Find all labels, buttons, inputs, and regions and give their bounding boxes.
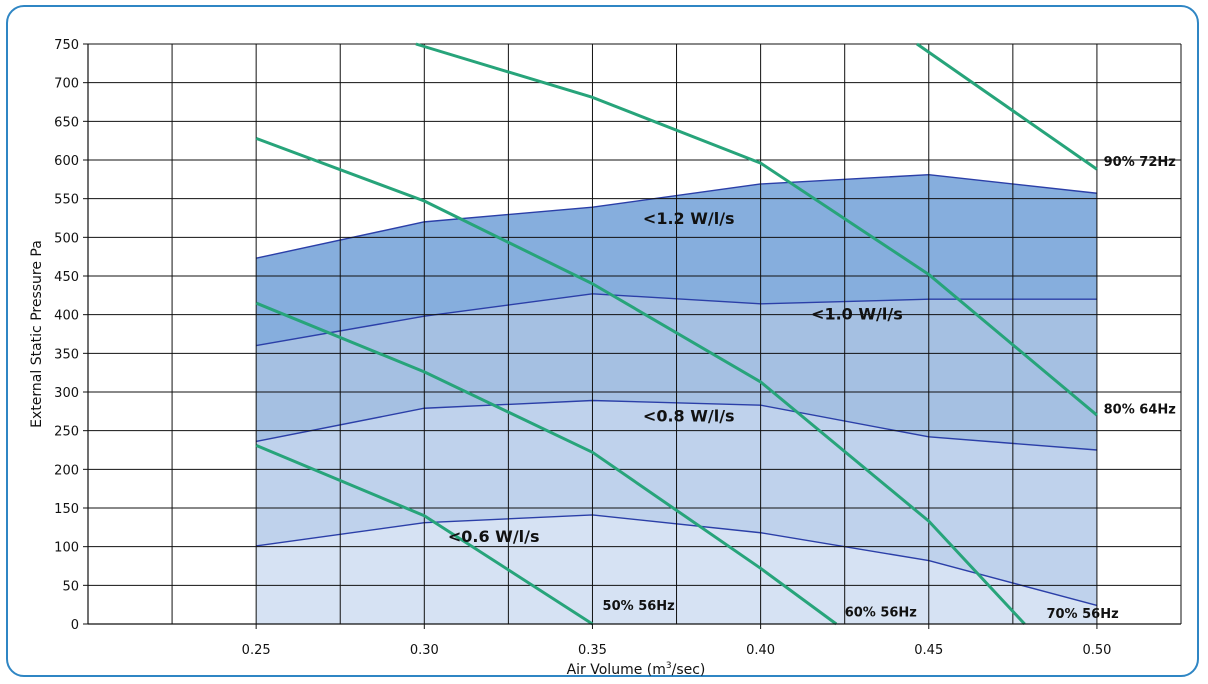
grid-lines: [88, 43, 1182, 625]
y-tick-label-750: 750: [54, 38, 79, 53]
curve-label-60-56hz: 60% 56Hz: [845, 605, 917, 620]
x-axis-title: Air Volume (m3/sec): [567, 661, 706, 678]
y-tick-label-100: 100: [54, 541, 79, 556]
fan-speed-curves: [255, 42, 1098, 626]
x-tick-label-0.50: 0.50: [1082, 643, 1111, 658]
curve-label-90-72hz: 90% 72Hz: [1104, 155, 1176, 170]
y-tick-label-700: 700: [54, 77, 79, 92]
y-tick-label-250: 250: [54, 425, 79, 440]
curve-label-70-56hz: 70% 56Hz: [1046, 607, 1118, 622]
y-tick-label-0: 0: [71, 618, 79, 633]
y-tick-label-200: 200: [54, 463, 79, 478]
y-tick-label-650: 650: [54, 115, 79, 130]
x-tick-label-0.35: 0.35: [578, 643, 607, 658]
fan-curve-70-56hz: [255, 136, 1026, 626]
band-label-lt-0-8-w-l-s: <0.8 W/l/s: [643, 406, 735, 425]
y-tick-label-50: 50: [62, 579, 79, 594]
band-label-lt-0-6-w-l-s: <0.6 W/l/s: [448, 527, 540, 546]
band-label-lt-1-2-w-l-s: <1.2 W/l/s: [643, 209, 735, 228]
curve-label-50-56hz: 50% 56Hz: [603, 599, 675, 614]
fan-curve-60-56hz: [255, 301, 838, 626]
band-label-lt-1-0-w-l-s: <1.0 W/l/s: [811, 304, 903, 323]
fan-curve-90-72hz: [916, 42, 1098, 171]
y-tick-label-400: 400: [54, 309, 79, 324]
x-tick-label-0.45: 0.45: [914, 643, 943, 658]
y-tick-label-150: 150: [54, 502, 79, 517]
y-tick-label-550: 550: [54, 193, 79, 208]
y-axis-title: External Static Pressure Pa: [29, 240, 45, 428]
chart-labels: <1.2 W/l/s <1.0 W/l/s <0.8 W/l/s <0.6 W/l/s…: [448, 155, 1176, 622]
fan-curve-80-64hz: [415, 42, 1098, 417]
curve-label-80-64hz: 80% 64Hz: [1104, 403, 1176, 418]
y-tick-label-350: 350: [54, 347, 79, 362]
fan-curve-50-56hz: [255, 443, 594, 626]
x-tick-label-0.30: 0.30: [410, 643, 439, 658]
y-tick-label-500: 500: [54, 231, 79, 246]
y-tick-label-300: 300: [54, 386, 79, 401]
x-tick-label-0.40: 0.40: [746, 643, 775, 658]
x-tick-label-0.25: 0.25: [242, 643, 271, 658]
y-tick-label-600: 600: [54, 154, 79, 169]
y-tick-label-450: 450: [54, 270, 79, 285]
axes: 0 50 100 150 200 250 300 350 400 450 500 550 600 650 7…: [54, 38, 1181, 658]
